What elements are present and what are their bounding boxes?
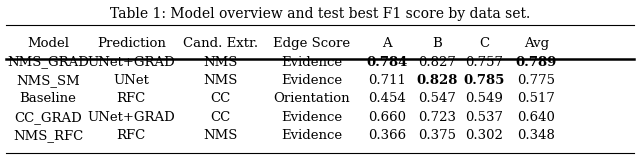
Text: 0.348: 0.348 <box>517 129 556 142</box>
Text: Evidence: Evidence <box>281 74 342 87</box>
Text: Evidence: Evidence <box>281 56 342 69</box>
Text: C: C <box>479 37 490 50</box>
Text: Avg: Avg <box>524 37 549 50</box>
Text: 0.711: 0.711 <box>368 74 406 87</box>
Text: RFC: RFC <box>116 92 146 105</box>
Text: NMS_RFC: NMS_RFC <box>13 129 83 142</box>
Text: NMS_SM: NMS_SM <box>16 74 80 87</box>
Text: 0.537: 0.537 <box>465 111 504 124</box>
Text: 0.549: 0.549 <box>465 92 504 105</box>
Text: 0.828: 0.828 <box>417 74 458 87</box>
Text: Evidence: Evidence <box>281 129 342 142</box>
Text: Evidence: Evidence <box>281 111 342 124</box>
Text: A: A <box>382 37 392 50</box>
Text: UNet+GRAD: UNet+GRAD <box>87 111 175 124</box>
Text: UNet: UNet <box>113 74 149 87</box>
Text: 0.454: 0.454 <box>369 92 406 105</box>
Text: Prediction: Prediction <box>97 37 166 50</box>
Text: UNet+GRAD: UNet+GRAD <box>87 56 175 69</box>
Text: 0.660: 0.660 <box>368 111 406 124</box>
Text: NMS: NMS <box>204 129 238 142</box>
Text: 0.827: 0.827 <box>418 56 456 69</box>
Text: 0.547: 0.547 <box>418 92 456 105</box>
Text: CC_GRAD: CC_GRAD <box>14 111 82 124</box>
Text: 0.302: 0.302 <box>465 129 504 142</box>
Text: Edge Score: Edge Score <box>273 37 350 50</box>
Text: NMS: NMS <box>204 56 238 69</box>
Text: 0.775: 0.775 <box>517 74 556 87</box>
Text: 0.640: 0.640 <box>517 111 556 124</box>
Text: B: B <box>432 37 442 50</box>
Text: 0.366: 0.366 <box>368 129 406 142</box>
Text: 0.517: 0.517 <box>517 92 556 105</box>
Text: RFC: RFC <box>116 129 146 142</box>
Text: CC: CC <box>211 92 231 105</box>
Text: NMS_GRAD: NMS_GRAD <box>7 56 89 69</box>
Text: 0.784: 0.784 <box>367 56 408 69</box>
Text: 0.757: 0.757 <box>465 56 504 69</box>
Text: Cand. Extr.: Cand. Extr. <box>183 37 259 50</box>
Text: CC: CC <box>211 111 231 124</box>
Text: NMS: NMS <box>204 74 238 87</box>
Text: 0.375: 0.375 <box>418 129 456 142</box>
Text: 0.785: 0.785 <box>464 74 505 87</box>
Text: Orientation: Orientation <box>273 92 350 105</box>
Text: 0.723: 0.723 <box>418 111 456 124</box>
Text: Model: Model <box>27 37 69 50</box>
Text: 0.789: 0.789 <box>516 56 557 69</box>
Text: Baseline: Baseline <box>20 92 76 105</box>
Text: Table 1: Model overview and test best F1 score by data set.: Table 1: Model overview and test best F1… <box>110 7 530 21</box>
